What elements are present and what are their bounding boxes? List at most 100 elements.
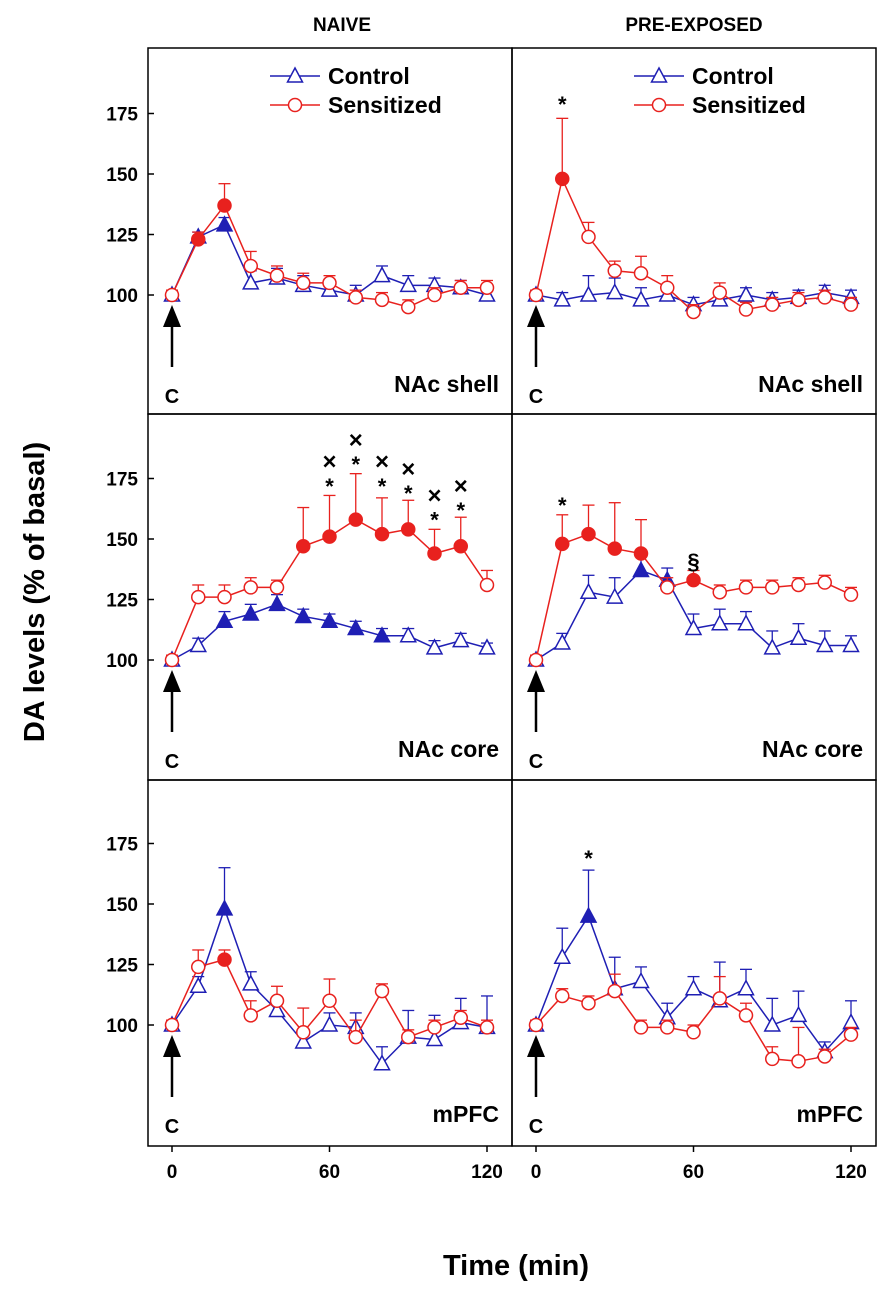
sensitized-point (401, 522, 416, 537)
sensitized-point (712, 285, 727, 300)
panel-pre-exposed-nac-core: * § C NAc core (511, 413, 877, 781)
control-point (789, 1005, 808, 1023)
significance-mark: × (349, 427, 363, 454)
control-point (763, 1015, 782, 1032)
challenge-label: C (529, 386, 543, 408)
sensitized-point (453, 1010, 468, 1025)
control-point (451, 631, 470, 648)
control-point (373, 1054, 391, 1071)
sensitized-point (581, 229, 596, 245)
control-point (737, 285, 755, 302)
series-sensitized (528, 117, 859, 320)
control-point (346, 618, 365, 636)
sensitized-point (191, 232, 206, 247)
sensitized-point (427, 287, 442, 303)
sensitized-point (528, 652, 544, 668)
x-tick-label: 120 (471, 1162, 503, 1183)
sensitized-point (633, 265, 649, 281)
sensitized-point (296, 1025, 311, 1040)
sensitized-point (453, 280, 468, 295)
sensitized-point (348, 290, 363, 305)
legend-control-marker (650, 66, 668, 83)
control-point (842, 635, 860, 653)
control-point (215, 215, 234, 232)
legend-control-marker (286, 66, 304, 83)
control-point (815, 635, 834, 653)
sensitized-point (791, 1054, 806, 1069)
series-control (163, 594, 496, 667)
sensitized-point (296, 539, 311, 554)
sensitized-point (765, 297, 780, 312)
control-point (553, 290, 572, 307)
control-point (268, 1000, 286, 1018)
sensitized-point (164, 652, 180, 668)
significance-mark: * (351, 452, 360, 477)
sensitized-point (217, 952, 232, 967)
control-point (215, 899, 234, 916)
control-point (399, 275, 418, 293)
control-point (320, 611, 339, 629)
sensitized-point (427, 1020, 442, 1035)
sensitized-point (660, 1020, 675, 1035)
region-label: NAc core (398, 736, 499, 762)
sensitized-point (401, 1029, 416, 1045)
sensitized-point (348, 1029, 363, 1045)
sensitized-point (217, 198, 232, 213)
sensitized-point (479, 1020, 495, 1035)
control-point (737, 614, 755, 631)
y-tick-label: 175 (106, 105, 138, 126)
sensitized-point (765, 580, 780, 595)
sensitized-point (607, 983, 622, 999)
region-label: mPFC (433, 1101, 499, 1127)
control-point (215, 611, 234, 629)
sensitized-point (269, 268, 285, 283)
challenge-arrow-icon (163, 305, 181, 327)
region-label: NAc core (762, 736, 863, 762)
sensitized-point (738, 580, 754, 595)
x-tick-label: 120 (835, 1162, 867, 1183)
legend-label: Control (692, 63, 774, 89)
sensitized-point (479, 577, 495, 593)
sensitized-point (427, 546, 442, 561)
control-point (763, 638, 782, 655)
sensitized-point (401, 299, 416, 315)
control-point (553, 947, 572, 964)
significance-mark: * (404, 481, 413, 506)
control-point (632, 560, 650, 578)
control-point (241, 604, 260, 621)
control-point (632, 971, 650, 989)
sensitized-point (374, 292, 390, 308)
sensitized-point (243, 1008, 258, 1023)
legend: Control Sensitized (634, 63, 806, 118)
series-sensitized (528, 502, 859, 668)
significance-mark: * (430, 508, 439, 533)
sensitized-point (607, 541, 622, 556)
y-tick-label: 125 (106, 591, 138, 612)
sensitized-point (633, 546, 649, 561)
column-title-naive: NAIVE (313, 15, 371, 36)
panel-pre-exposed-mpfc: 0 60 120 * C mPFC (511, 779, 877, 1183)
legend-label: Sensitized (328, 92, 442, 118)
y-tick-label: 175 (106, 470, 138, 491)
control-point (241, 273, 260, 290)
significance-mark: × (427, 482, 441, 509)
control-point (789, 628, 808, 645)
x-tick-label: 0 (531, 1162, 542, 1183)
sensitized-point (479, 280, 495, 295)
challenge-arrow-icon (527, 670, 545, 692)
sensitized-point (633, 1020, 649, 1035)
x-tick-label: 60 (319, 1162, 340, 1183)
control-point (320, 1015, 339, 1032)
sensitized-point (765, 1051, 780, 1067)
sensitized-point (791, 292, 806, 308)
sensitized-point (843, 1027, 859, 1042)
sensitized-point (817, 1049, 832, 1064)
sensitized-point (686, 1025, 701, 1040)
control-point (294, 1032, 313, 1049)
y-tick-label: 125 (106, 226, 138, 247)
panel-frame (511, 413, 877, 781)
sensitized-point (581, 526, 596, 542)
sensitized-point (791, 577, 806, 593)
